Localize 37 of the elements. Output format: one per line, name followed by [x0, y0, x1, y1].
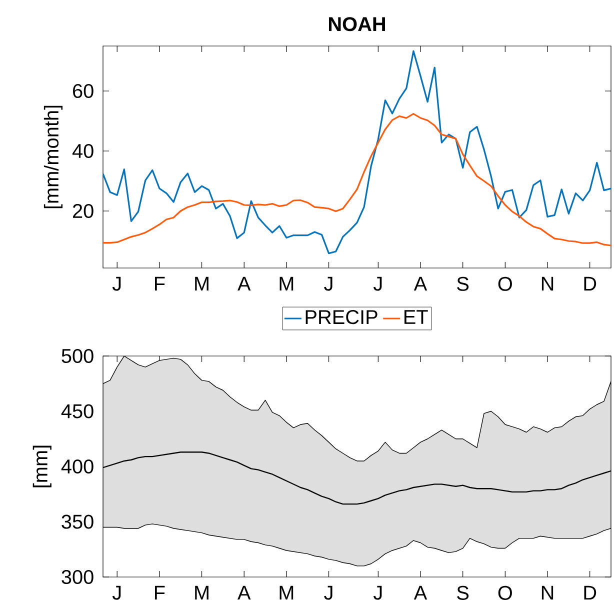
y-tick-label: 450 — [61, 404, 94, 418]
chart-title: NOAH — [328, 17, 385, 32]
x-tick-label: O — [498, 276, 512, 291]
x-tick-label: O — [498, 586, 512, 600]
x-tick-label: D — [584, 586, 596, 600]
x-tick-label: M — [280, 586, 294, 600]
x-tick-label: S — [457, 586, 469, 600]
x-tick-label: D — [584, 276, 596, 291]
x-tick-label: N — [542, 586, 554, 600]
x-tick-label: F — [155, 586, 165, 600]
x-tick-label: M — [195, 586, 208, 600]
x-tick-label: A — [237, 586, 251, 600]
y-tick-label: 20 — [72, 204, 94, 218]
x-tick-label: J — [112, 586, 121, 600]
y-tick-label: 60 — [73, 84, 94, 98]
y-tick-label: 40 — [72, 144, 94, 158]
x-tick-label: J — [324, 586, 332, 600]
x-tick-label: J — [373, 586, 382, 600]
x-tick-label: A — [414, 276, 428, 291]
y-axis-title: [mm/month] — [44, 106, 63, 208]
legend-label: ET — [404, 310, 428, 324]
y-axis-title: [mm] — [32, 446, 52, 488]
y-tick-label: 400 — [61, 459, 94, 474]
y-tick-label: 500 — [62, 348, 94, 364]
x-tick-label: A — [414, 586, 428, 600]
x-tick-label: J — [374, 276, 382, 291]
y-tick-label: 350 — [62, 514, 94, 529]
legend-label: PRECIP — [306, 310, 378, 324]
x-tick-label: F — [155, 276, 165, 291]
x-tick-label: J — [112, 276, 121, 291]
x-tick-label: J — [324, 276, 332, 291]
x-tick-label: M — [195, 276, 208, 291]
x-tick-label: A — [238, 276, 251, 291]
x-tick-label: M — [280, 276, 294, 291]
x-tick-label: N — [542, 276, 554, 291]
y-tick-label: 300 — [62, 570, 94, 584]
x-tick-label: S — [457, 276, 469, 291]
